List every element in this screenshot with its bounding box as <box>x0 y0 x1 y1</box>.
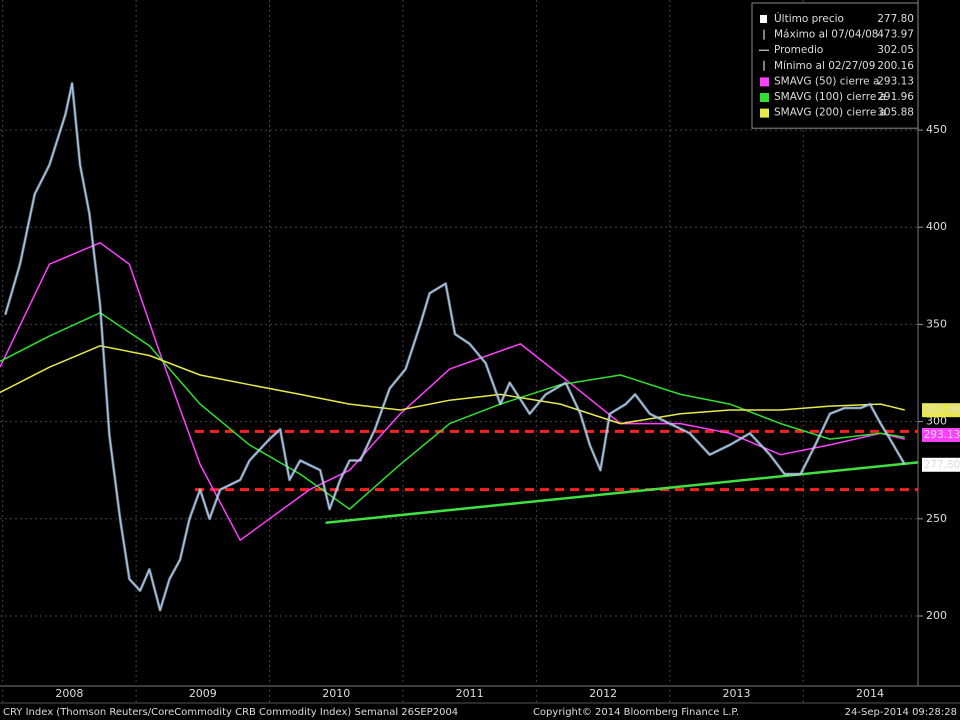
x-tick-label: 2010 <box>322 687 350 700</box>
value-flag <box>922 427 960 442</box>
legend-swatch <box>760 93 769 102</box>
y-tick-label: 300 <box>926 415 947 428</box>
x-tick-label: 2009 <box>189 687 217 700</box>
legend-label: SMAVG (100) cierre a <box>774 91 886 103</box>
legend-symbol <box>760 15 767 23</box>
legend-label: Promedio <box>774 44 823 56</box>
price-line <box>4 82 906 611</box>
legend-value: 473.97 <box>877 29 914 41</box>
value-flag <box>922 403 960 418</box>
x-tick-label: 2011 <box>456 687 484 700</box>
legend-label: Máximo al 07/04/08 <box>774 29 878 41</box>
footer-center: Copyright© 2014 Bloomberg Finance L.P. <box>533 707 739 718</box>
value-flag-label: 293.13 <box>924 429 960 441</box>
legend-swatch <box>760 77 769 87</box>
y-tick-label: 350 <box>926 317 947 330</box>
x-tick-label: 2014 <box>856 687 884 700</box>
y-tick-label: 400 <box>926 220 947 233</box>
legend-value: 200.16 <box>877 60 914 72</box>
moving-average-line <box>0 345 905 425</box>
value-flag <box>922 457 960 472</box>
legend: Último precio 277.80 Máximo al 07/04/08473… <box>751 2 919 129</box>
legend-value: 291.96 <box>877 91 914 103</box>
footer-right: 24-Sep-2014 09:28:28 <box>845 707 957 718</box>
legend-value: 277.80 <box>877 13 914 25</box>
y-tick-label: 250 <box>926 512 947 525</box>
legend-value: 305.88 <box>877 107 914 119</box>
x-tick-label: 2008 <box>55 687 83 700</box>
legend-label: Último precio <box>774 12 844 25</box>
moving-average-line <box>0 312 905 510</box>
legend-swatch <box>760 108 769 118</box>
legend-label: SMAVG (50) cierre a <box>774 75 879 87</box>
y-tick-label: 200 <box>926 609 947 622</box>
x-tick-label: 2013 <box>723 687 751 700</box>
legend-value: 293.13 <box>877 75 914 87</box>
value-flag-label: 277.80 <box>924 459 960 471</box>
y-tick-label: 450 <box>926 123 947 136</box>
footer-left: CRY Index (Thomson Reuters/CoreCommodity… <box>3 707 458 718</box>
legend-box <box>751 2 919 129</box>
legend-label: Mínimo al 02/27/09 <box>774 60 875 72</box>
legend-label: SMAVG (200) cierre a <box>774 107 886 119</box>
value-flag-label: 305.88 <box>924 404 960 416</box>
trend-line <box>325 461 919 524</box>
legend-value: 302.05 <box>877 44 914 56</box>
x-tick-label: 2012 <box>589 687 617 700</box>
